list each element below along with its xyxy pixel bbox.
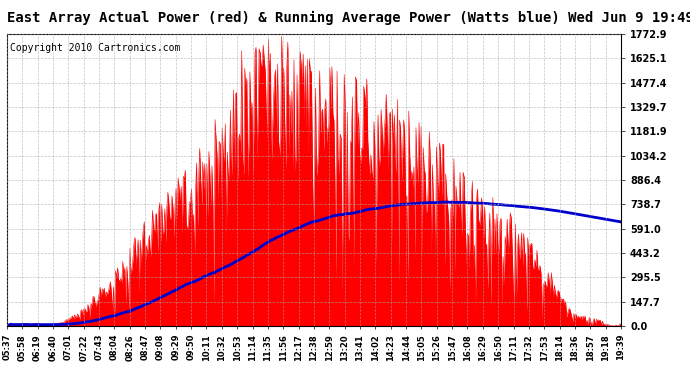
Text: East Array Actual Power (red) & Running Average Power (Watts blue) Wed Jun 9 19:: East Array Actual Power (red) & Running … — [7, 11, 690, 26]
Text: Copyright 2010 Cartronics.com: Copyright 2010 Cartronics.com — [10, 42, 180, 52]
